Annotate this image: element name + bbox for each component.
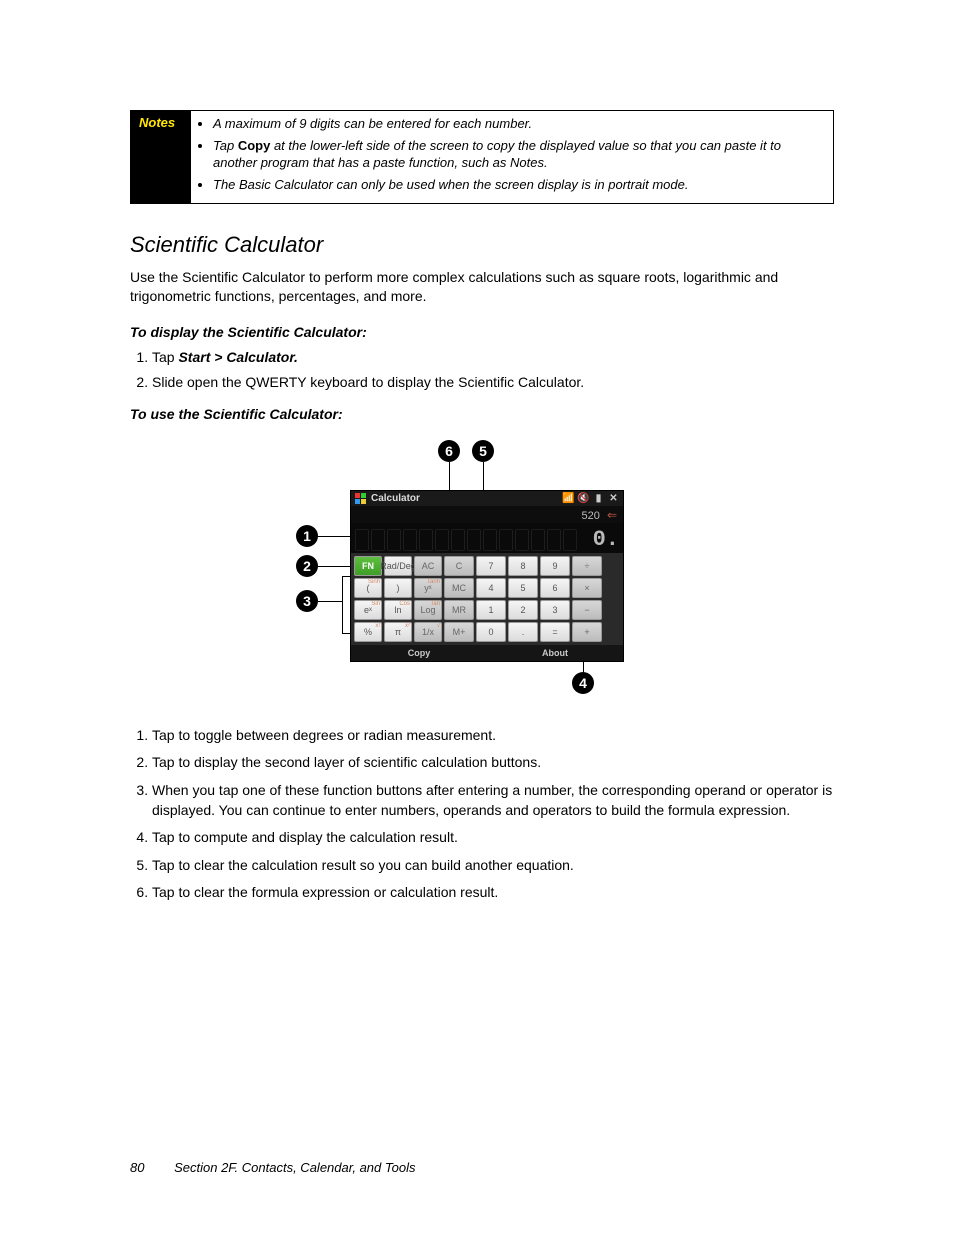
- calc-key[interactable]: LogTan: [414, 600, 442, 620]
- subhead-use: To use the Scientific Calculator:: [130, 406, 834, 422]
- window-title: Calculator: [371, 493, 420, 504]
- callout-4: 4: [572, 672, 594, 694]
- calc-key[interactable]: M+: [444, 622, 474, 642]
- bold-text: Copy: [238, 138, 271, 153]
- calc-key[interactable]: eˣSin: [354, 600, 382, 620]
- calc-key[interactable]: lnCos: [384, 600, 412, 620]
- page: Notes A maximum of 9 digits can be enter…: [0, 0, 954, 1235]
- calc-key[interactable]: 1/x√: [414, 622, 442, 642]
- desc-item: When you tap one of these function butto…: [152, 781, 834, 820]
- desc-item: Tap to toggle between degrees or radian …: [152, 726, 834, 746]
- desc-item: Tap to clear the calculation result so y…: [152, 856, 834, 876]
- callout-line: [318, 601, 342, 602]
- calc-key[interactable]: ): [384, 578, 412, 598]
- backspace-icon[interactable]: ⇐: [607, 508, 617, 522]
- calculator-titlebar: Calculator 📶 🔇 ▮ ✕: [351, 491, 623, 506]
- lcd-placeholder: [355, 529, 593, 551]
- calc-key[interactable]: 2: [508, 600, 538, 620]
- page-footer: 80 Section 2F. Contacts, Calendar, and T…: [130, 1160, 415, 1175]
- callout-3: 3: [296, 590, 318, 612]
- section-name: Section 2F. Contacts, Calendar, and Tool…: [174, 1160, 415, 1175]
- calc-key[interactable]: =: [540, 622, 570, 642]
- notes-item: A maximum of 9 digits can be entered for…: [213, 115, 823, 133]
- calculator-keypad: FNRad/DegACC789÷ (Sinh )yˣTanhMC456× eˣSin…: [351, 553, 623, 645]
- calc-key[interactable]: 6: [540, 578, 570, 598]
- copy-softkey[interactable]: Copy: [351, 648, 487, 658]
- lcd-zero: 0.: [593, 529, 619, 551]
- calc-key[interactable]: .: [508, 622, 538, 642]
- callout-descriptions: Tap to toggle between degrees or radian …: [130, 726, 834, 903]
- calc-key[interactable]: +: [572, 622, 602, 642]
- calc-key[interactable]: 3: [540, 600, 570, 620]
- desc-item: Tap to compute and display the calculati…: [152, 828, 834, 848]
- display-value: 520: [582, 510, 600, 522]
- calc-key[interactable]: 0: [476, 622, 506, 642]
- calc-key[interactable]: yˣTanh: [414, 578, 442, 598]
- text: Tap: [152, 349, 178, 365]
- calc-key[interactable]: 4: [476, 578, 506, 598]
- calc-key[interactable]: %x!: [354, 622, 382, 642]
- callout-5: 5: [472, 440, 494, 462]
- text: at the lower-left side of the screen to …: [213, 138, 781, 171]
- callout-6: 6: [438, 440, 460, 462]
- notes-label: Notes: [131, 111, 191, 203]
- calculator-display-line: 520 ⇐: [351, 506, 623, 523]
- notes-box: Notes A maximum of 9 digits can be enter…: [130, 110, 834, 204]
- calc-key[interactable]: ×: [572, 578, 602, 598]
- callout-line: [318, 536, 351, 537]
- notes-item: The Basic Calculator can only be used wh…: [213, 176, 823, 194]
- calc-key[interactable]: 1: [476, 600, 506, 620]
- notes-item: Tap Copy at the lower-left side of the s…: [213, 137, 823, 172]
- calculator-window: Calculator 📶 🔇 ▮ ✕ 520 ⇐ 0. FNRad/DegACC…: [350, 490, 624, 662]
- subhead-display: To display the Scientific Calculator:: [130, 324, 834, 340]
- calc-key[interactable]: (Sinh: [354, 578, 382, 598]
- about-softkey[interactable]: About: [487, 648, 623, 658]
- battery-icon: ▮: [593, 493, 604, 504]
- calc-key[interactable]: MC: [444, 578, 474, 598]
- calc-key[interactable]: ÷: [572, 556, 602, 576]
- section-title: Scientific Calculator: [130, 232, 834, 258]
- callout-1: 1: [296, 525, 318, 547]
- close-icon[interactable]: ✕: [608, 493, 619, 504]
- calc-key[interactable]: FN: [354, 556, 382, 576]
- display-steps: Tap Start > Calculator. Slide open the Q…: [130, 348, 834, 392]
- calc-key[interactable]: C: [444, 556, 474, 576]
- calc-key[interactable]: MR: [444, 600, 474, 620]
- step: Tap Start > Calculator.: [152, 348, 834, 367]
- page-number: 80: [130, 1160, 144, 1175]
- bold-italic: Start > Calculator.: [178, 349, 297, 365]
- calc-key[interactable]: 9: [540, 556, 570, 576]
- calc-key[interactable]: Rad/Deg: [384, 556, 412, 576]
- volume-icon: 🔇: [578, 493, 589, 504]
- signal-icon: 📶: [563, 493, 574, 504]
- notes-body: A maximum of 9 digits can be entered for…: [191, 111, 833, 203]
- text: Tap: [213, 138, 238, 153]
- step: Slide open the QWERTY keyboard to displa…: [152, 373, 834, 392]
- calc-key[interactable]: AC: [414, 556, 442, 576]
- intro-paragraph: Use the Scientific Calculator to perform…: [130, 268, 834, 306]
- calc-key[interactable]: 8: [508, 556, 538, 576]
- calculator-figure: 6 5 1 2 3 4: [282, 440, 682, 700]
- desc-item: Tap to clear the formula expression or c…: [152, 883, 834, 903]
- calc-key[interactable]: 5: [508, 578, 538, 598]
- calc-key[interactable]: −: [572, 600, 602, 620]
- calc-key[interactable]: πx²: [384, 622, 412, 642]
- start-flag-icon[interactable]: [355, 493, 367, 504]
- desc-item: Tap to display the second layer of scien…: [152, 753, 834, 773]
- calculator-softkeys: Copy About: [351, 645, 623, 661]
- callout-2: 2: [296, 555, 318, 577]
- calculator-lcd: 0.: [351, 523, 623, 553]
- callout-line: [342, 576, 343, 634]
- calc-key[interactable]: 7: [476, 556, 506, 576]
